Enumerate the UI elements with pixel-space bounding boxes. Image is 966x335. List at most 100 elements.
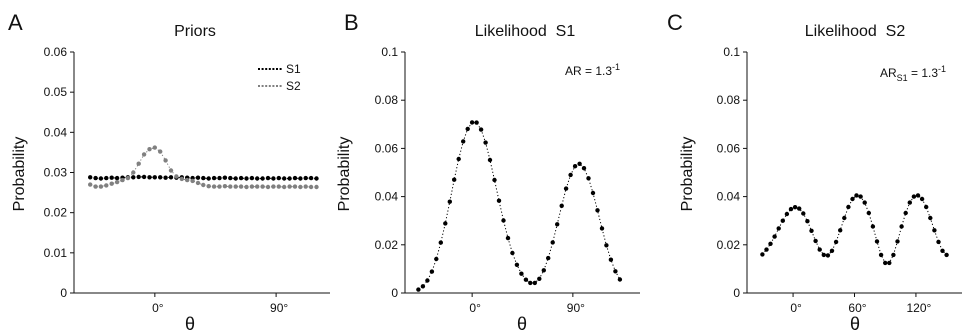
panel-c-annotation-sub: S1 xyxy=(897,73,908,83)
data-point xyxy=(469,120,475,125)
panel-b-annotation-base: AR = 1.3 xyxy=(565,64,612,78)
data-point xyxy=(217,175,222,181)
series-line xyxy=(418,121,621,291)
y-tick-label: 0.08 xyxy=(717,93,741,107)
data-point xyxy=(190,178,195,184)
data-point xyxy=(233,176,238,181)
y-tick-label: 0.04 xyxy=(44,125,68,139)
data-point xyxy=(776,226,781,231)
panel-a-xlabel: θ xyxy=(185,314,195,334)
data-point xyxy=(287,176,292,181)
data-point xyxy=(768,241,773,246)
data-point xyxy=(217,184,222,189)
data-point xyxy=(98,184,104,189)
panel-a-plot: 0 0.01 0.02 0.03 0.04 0.05 0.06 0° 90° xyxy=(44,45,330,315)
data-point xyxy=(260,184,265,189)
data-point xyxy=(104,183,109,188)
data-point xyxy=(282,184,287,190)
data-point xyxy=(303,184,308,189)
data-point xyxy=(298,184,303,190)
panel-c-ylabel: Probability xyxy=(679,137,696,212)
data-point xyxy=(147,175,152,180)
data-point xyxy=(265,175,271,181)
data-point xyxy=(568,172,573,178)
data-point xyxy=(93,184,98,189)
data-point xyxy=(760,252,765,257)
data-point xyxy=(487,157,493,163)
x-tick-label: 120° xyxy=(907,301,932,315)
data-point xyxy=(833,239,839,245)
data-point xyxy=(940,248,945,253)
y-tick-label: 0.02 xyxy=(44,206,68,220)
series-line xyxy=(762,194,947,264)
data-point xyxy=(88,175,93,180)
x-tick-label: 0° xyxy=(469,301,481,315)
data-point xyxy=(895,239,900,244)
x-tick-label: 90° xyxy=(270,301,288,315)
panel-b: B Likelihood S1 Probability θ AR = 1.3-1 xyxy=(336,10,620,334)
data-point xyxy=(292,184,298,189)
data-point xyxy=(109,181,114,186)
data-point xyxy=(255,184,260,189)
data-point xyxy=(443,221,448,226)
data-point xyxy=(158,149,163,154)
data-point xyxy=(813,238,818,244)
data-point xyxy=(932,228,937,233)
data-point xyxy=(438,240,443,245)
data-point xyxy=(131,175,136,180)
data-point xyxy=(911,194,917,199)
data-point xyxy=(883,260,888,266)
data-point xyxy=(862,200,867,205)
data-point xyxy=(501,218,506,223)
y-tick-label: 0.06 xyxy=(717,141,741,155)
panel-a-title: Priors xyxy=(174,23,216,40)
data-point xyxy=(555,222,560,227)
data-point xyxy=(228,175,233,181)
data-point xyxy=(577,161,582,166)
data-point xyxy=(595,208,600,213)
data-point xyxy=(420,284,426,289)
panel-b-plot: 0 0.02 0.04 0.06 0.08 0.1 0° 90° xyxy=(375,45,640,315)
x-tick-label: 0° xyxy=(790,301,802,315)
y-tick-label: 0.06 xyxy=(44,45,68,59)
legend-label-s2: S2 xyxy=(286,79,301,93)
x-tick-label: 90° xyxy=(567,301,585,315)
data-point xyxy=(434,256,439,262)
data-point xyxy=(944,252,949,258)
panel-a-ylabel: Probability xyxy=(11,137,28,212)
data-point xyxy=(797,206,802,211)
data-point xyxy=(276,184,281,189)
data-point xyxy=(314,176,319,181)
y-tick-label: 0.08 xyxy=(375,93,399,107)
data-point xyxy=(298,176,303,181)
y-tick-label: 0.06 xyxy=(375,141,399,155)
data-point xyxy=(505,235,511,241)
data-point xyxy=(846,204,851,210)
data-point xyxy=(764,247,769,252)
data-point xyxy=(228,184,233,189)
data-point xyxy=(238,175,244,181)
data-point xyxy=(550,240,555,245)
panel-c-letter: C xyxy=(667,10,683,35)
data-point xyxy=(850,196,855,202)
data-point xyxy=(93,175,98,181)
x-tick-label: 0° xyxy=(152,301,164,315)
data-point xyxy=(120,177,125,183)
panel-b-annotation: AR = 1.3-1 xyxy=(565,62,620,78)
data-point xyxy=(780,218,785,223)
y-tick-label: 0.1 xyxy=(723,45,740,59)
data-point xyxy=(528,280,533,286)
data-point xyxy=(201,175,206,181)
data-point xyxy=(915,193,921,198)
data-point xyxy=(222,175,228,180)
panel-c-title: Likelihood S2 xyxy=(805,23,906,40)
data-point xyxy=(613,269,618,274)
data-point xyxy=(282,176,287,181)
data-point xyxy=(572,164,578,169)
panel-c-plot: 0 0.02 0.04 0.06 0.08 0.1 0° 60° 120° xyxy=(717,45,962,315)
data-point xyxy=(546,255,551,261)
data-point xyxy=(928,215,933,221)
data-point xyxy=(510,250,515,256)
data-point xyxy=(141,174,147,180)
panel-b-xlabel: θ xyxy=(517,314,527,334)
